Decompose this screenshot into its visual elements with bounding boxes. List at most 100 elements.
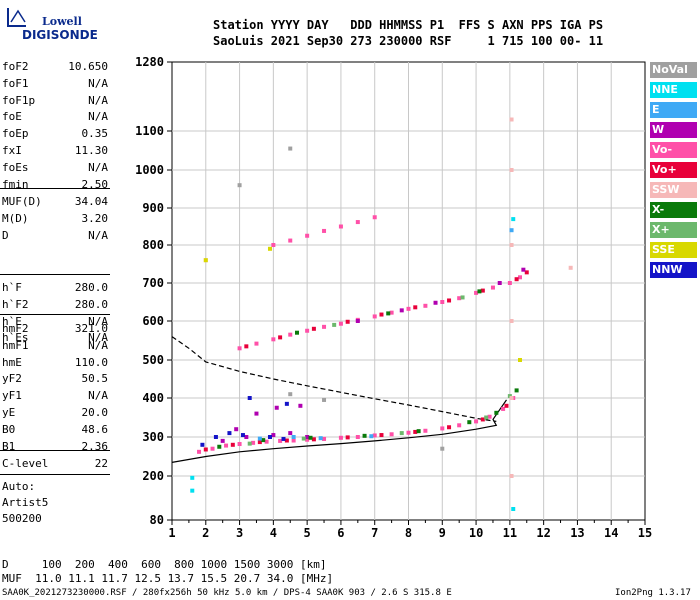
digisonde-logo: Lowell DIGISONDE (6, 4, 98, 44)
data-point-vo (447, 298, 452, 303)
y-tick-label: 80 (150, 513, 164, 527)
data-point-sse (267, 246, 272, 251)
data-point-w (274, 405, 279, 410)
data-point-nnw (281, 436, 286, 441)
data-point-noval (322, 397, 327, 402)
data-point-vo (271, 337, 276, 342)
data-point-x (308, 435, 313, 440)
data-point-sse (203, 258, 208, 263)
footer-version: Ion2Png 1.3.17 (615, 588, 691, 598)
data-point-vo (338, 321, 343, 326)
param-divider (0, 274, 110, 275)
data-point-vo (413, 429, 418, 434)
data-point-w (298, 403, 303, 408)
data-point-vo (345, 435, 350, 440)
data-point-x (399, 431, 404, 436)
param-value: 11.30 (74, 144, 108, 157)
data-point-vo (406, 306, 411, 311)
data-point-vo (203, 447, 208, 452)
data-point-nnw (240, 433, 245, 438)
data-point-nnw (267, 435, 272, 439)
param-row: foF2 10.650 (2, 60, 108, 77)
param-value: 2.36 (81, 439, 109, 453)
data-point-vo (524, 270, 529, 275)
y-tick-label: 500 (142, 353, 164, 367)
data-point-w (305, 435, 310, 439)
param-name: h`E (2, 314, 22, 328)
legend-item-vo: Vo- (650, 142, 697, 158)
data-point-nne (190, 488, 195, 493)
data-point-vo (355, 220, 360, 225)
data-point-vo (504, 403, 509, 408)
data-point-x (295, 330, 300, 335)
param-row: yE 20.0 (2, 406, 108, 423)
data-point-vo (423, 428, 428, 433)
param-name: h`F (2, 281, 22, 294)
param-name: MUF(D) (2, 195, 42, 208)
param-row: fmin 2.50 (2, 178, 108, 195)
data-point-vo (338, 435, 343, 440)
data-point-vo (406, 430, 411, 435)
data-point-vo (372, 215, 377, 220)
y-tick-label: 400 (142, 391, 164, 405)
data-point-w (288, 431, 293, 436)
data-point-x (217, 444, 222, 449)
data-point-vo (501, 406, 506, 411)
data-point-vo (379, 433, 384, 438)
param-row: hmF2 321.0 (2, 322, 108, 339)
data-point-vo (278, 438, 283, 443)
x-tick-label: 3 (236, 526, 243, 540)
param-value: 3.20 (81, 211, 109, 225)
y-tick-label: 200 (142, 469, 164, 483)
data-point-vo (389, 310, 394, 315)
data-point-vo (288, 332, 293, 337)
data-point-sse (517, 358, 522, 362)
data-point-nne (190, 475, 195, 480)
param-row: MUF(D) 34.04 (2, 195, 108, 212)
data-point-x (460, 295, 465, 300)
x-tick-label: 1 (168, 526, 175, 540)
logo-digisonde-text: DIGISONDE (22, 28, 98, 42)
data-point-vo (288, 238, 293, 243)
y-tick-label: 300 (142, 430, 164, 444)
data-point-ssw (509, 117, 514, 122)
param-row: h`E N/A (2, 315, 108, 332)
data-point-vo (210, 446, 215, 451)
data-point-x (332, 322, 337, 327)
param-row: hmF1 N/A (2, 339, 108, 356)
param-row: h`F 280.0 (2, 281, 108, 298)
data-point-vo (474, 419, 479, 424)
param-divider (0, 450, 110, 451)
data-point-vo (474, 290, 479, 295)
data-point-x (416, 429, 421, 434)
data-point-vo (514, 277, 519, 282)
data-point-vo (264, 439, 269, 444)
legend-item-x: X+ (650, 222, 697, 238)
param-name: fxI (2, 144, 22, 157)
data-point-w (271, 433, 276, 438)
param-name: M(D) (2, 211, 29, 225)
param-name: hmF1 (2, 338, 29, 352)
data-point-vo (423, 303, 428, 308)
data-point-vo (244, 344, 249, 349)
logo-lowell-text: Lowell (42, 15, 82, 28)
data-point-x (261, 438, 266, 443)
param-row: yF2 50.5 (2, 372, 108, 389)
data-point-vo (490, 285, 495, 290)
param-name: hmF2 (2, 322, 29, 335)
param-value: 20.0 (81, 406, 109, 419)
param-value: 10.650 (68, 60, 108, 73)
header-line-2: SaoLuis 2021 Sep30 273 230000 RSF 1 715 … (213, 34, 604, 48)
data-point-vo (305, 233, 310, 238)
legend-item-vo: Vo+ (650, 162, 697, 178)
legend-item-noval: NoVal (650, 62, 697, 78)
x-tick-label: 13 (570, 526, 584, 540)
data-point-vo (305, 328, 310, 333)
data-point-vo (379, 312, 384, 317)
param-name: yE (2, 406, 16, 419)
param-row: C-level 22 (2, 457, 108, 474)
data-point-vo (457, 423, 462, 428)
data-point-vo (271, 243, 276, 247)
data-point-vo (372, 314, 377, 319)
x-tick-label: 2 (202, 526, 209, 540)
